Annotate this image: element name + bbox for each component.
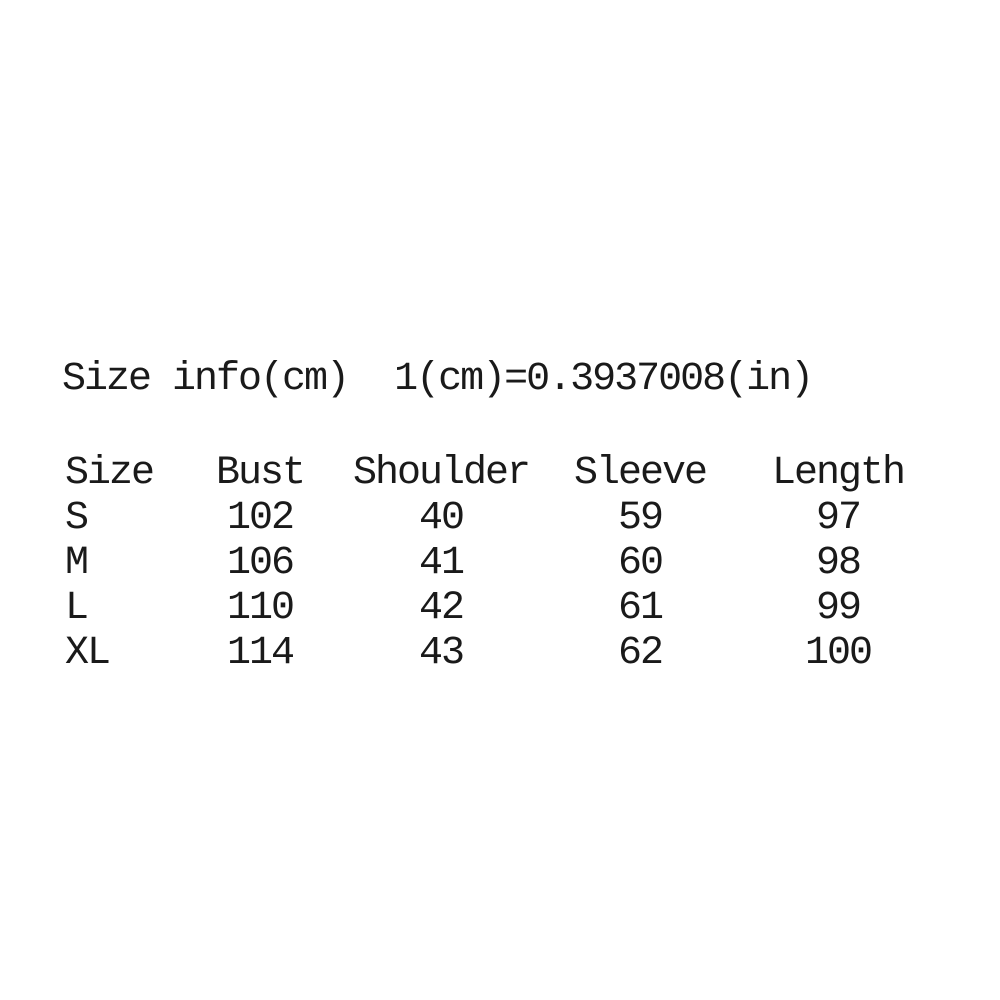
cell-shoulder: 43 <box>418 631 465 676</box>
cell-length: 100 <box>804 631 873 676</box>
cell-sleeve: 61 <box>617 586 664 631</box>
table-row-l: L 110 42 61 99 <box>65 586 943 631</box>
cell-size: M <box>65 541 89 586</box>
col-header-length: Length <box>771 451 906 496</box>
size-info-heading: Size info(cm) <box>62 357 350 402</box>
col-header-shoulder: Shoulder <box>352 451 531 496</box>
cell-bust: 106 <box>226 541 295 586</box>
size-info-title: Size info(cm) 1(cm)=0.3937008(in) <box>62 357 814 402</box>
cell-length: 97 <box>815 496 862 541</box>
unit-conversion-note: 1(cm)=0.3937008(in) <box>394 357 814 402</box>
col-header-sleeve: Sleeve <box>573 451 708 496</box>
table-row-m: M 106 41 60 98 <box>65 541 943 586</box>
cell-shoulder: 41 <box>418 541 465 586</box>
cell-length: 99 <box>815 586 862 631</box>
cell-shoulder: 42 <box>418 586 465 631</box>
col-header-size: Size <box>65 451 155 496</box>
size-table-header-row: Size Bust Shoulder Sleeve Length <box>65 451 943 496</box>
table-row-s: S 102 40 59 97 <box>65 496 943 541</box>
cell-shoulder: 40 <box>418 496 465 541</box>
cell-bust: 114 <box>226 631 295 676</box>
cell-bust: 110 <box>226 586 295 631</box>
table-row-xl: XL 114 43 62 100 <box>65 631 943 676</box>
cell-size: XL <box>65 631 111 676</box>
cell-length: 98 <box>815 541 862 586</box>
cell-sleeve: 62 <box>617 631 664 676</box>
cell-size: L <box>65 586 89 631</box>
cell-sleeve: 60 <box>617 541 664 586</box>
cell-bust: 102 <box>226 496 295 541</box>
cell-sleeve: 59 <box>617 496 664 541</box>
size-table: Size Bust Shoulder Sleeve Length S 102 4… <box>65 451 943 676</box>
cell-size: S <box>65 496 89 541</box>
col-header-bust: Bust <box>215 451 306 496</box>
